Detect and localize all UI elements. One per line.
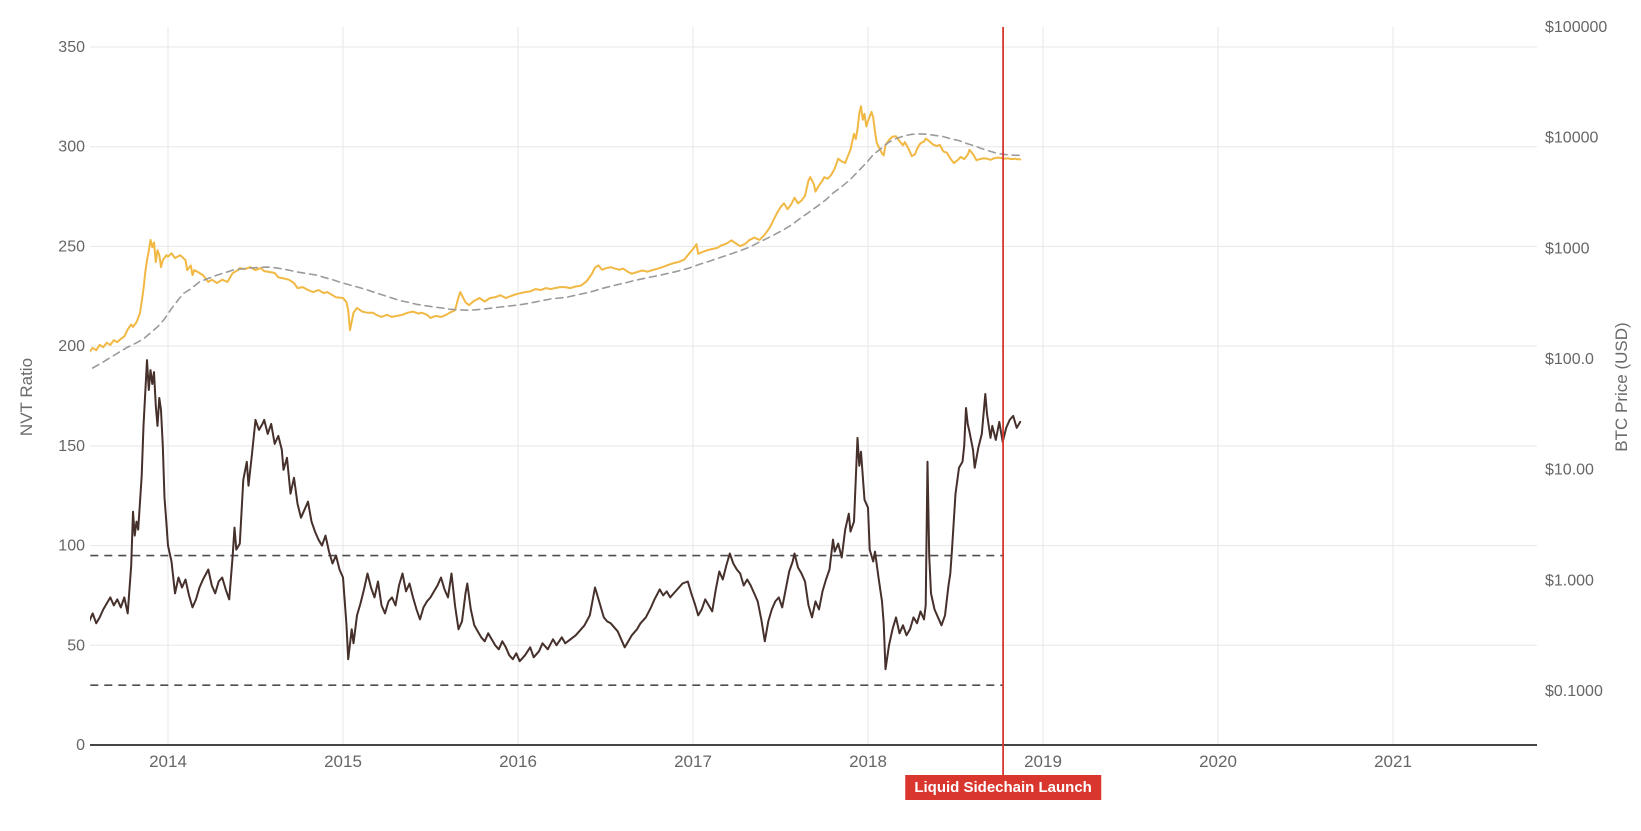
- left-axis-title: NVT Ratio: [17, 357, 36, 437]
- x-axis-tick-label: 2021: [1374, 752, 1412, 771]
- left-axis-tick-label: 150: [58, 438, 85, 455]
- x-axis-tick-label: 2020: [1199, 752, 1237, 771]
- right-axis-tick-label: $0.1000: [1545, 683, 1603, 700]
- nvt-ratio-line[interactable]: [89, 359, 1022, 671]
- left-axis-tick-label: 250: [58, 238, 85, 255]
- left-axis-tick-label: 0: [76, 737, 85, 754]
- btc-price-ma-line[interactable]: [91, 133, 1022, 369]
- right-axis-tick-label: $100.0: [1545, 351, 1594, 368]
- right-axis-tick-label: $100000: [1545, 19, 1607, 36]
- left-axis-tick-label: 200: [58, 338, 85, 355]
- left-axis-tick-label: 300: [58, 139, 85, 156]
- event-annotation-label: Liquid Sidechain Launch: [905, 775, 1101, 800]
- right-axis-title: BTC Price (USD): [1612, 322, 1631, 452]
- right-axis-tick-label: $1000: [1545, 240, 1590, 257]
- x-axis-tick-label: 2014: [149, 752, 187, 771]
- right-axis-tick-label: $10.00: [1545, 462, 1594, 479]
- x-axis-tick-label: 2017: [674, 752, 712, 771]
- x-axis-tick-label: 2019: [1024, 752, 1062, 771]
- x-axis-tick-label: 2016: [499, 752, 537, 771]
- left-axis-tick-label: 350: [58, 39, 85, 56]
- x-axis-tick-label: 2015: [324, 752, 362, 771]
- right-axis-tick-label: $10000: [1545, 130, 1598, 147]
- left-axis-tick-label: 100: [58, 538, 85, 555]
- left-axis-tick-label: 50: [67, 637, 85, 654]
- x-axis-tick-label: 2018: [849, 752, 887, 771]
- btc-price-line[interactable]: [89, 105, 1022, 353]
- right-axis-tick-label: $1.000: [1545, 572, 1594, 589]
